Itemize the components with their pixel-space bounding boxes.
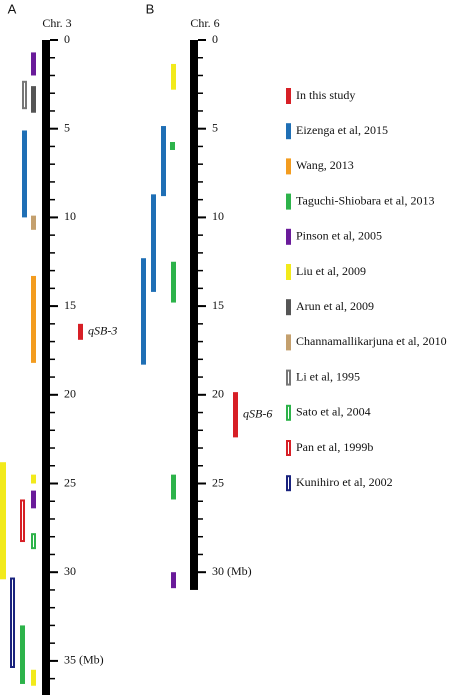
legend-label: Pan et al, 1999b xyxy=(296,440,373,454)
qtl-interval xyxy=(31,86,36,113)
legend-marker xyxy=(286,440,291,456)
legend-label: Channamallikarjuna et al, 2010 xyxy=(296,334,447,348)
legend-label: Arun et al, 2009 xyxy=(296,299,374,313)
panel-letter: A xyxy=(8,1,17,16)
qtl-interval xyxy=(171,474,176,500)
tick-label: 5 xyxy=(212,120,218,134)
legend-label: Taguchi-Shiobara et al, 2013 xyxy=(296,193,434,207)
tick-label: 20 xyxy=(64,387,76,401)
qtl-interval xyxy=(31,490,36,509)
tick-label: 15 xyxy=(64,298,76,312)
tick-label: 15 xyxy=(212,298,224,312)
qtl-interval xyxy=(31,52,36,76)
legend-label: Wang, 2013 xyxy=(296,158,354,172)
chromosome xyxy=(42,40,50,695)
tick-label: 35 (Mb) xyxy=(64,653,104,667)
qtl-interval xyxy=(31,215,36,230)
qtl-interval xyxy=(31,669,36,686)
panel-letter: B xyxy=(146,1,155,16)
chromosome-title: Chr. 3 xyxy=(42,16,71,30)
tick-label: 30 (Mb) xyxy=(212,564,252,578)
qtl-interval xyxy=(171,572,176,589)
legend-marker xyxy=(286,404,291,421)
legend-label: Eizenga et al, 2015 xyxy=(296,123,388,137)
qtl-interval xyxy=(20,625,25,684)
legend-marker xyxy=(286,123,291,140)
chromosome xyxy=(190,40,198,590)
tick-label: 20 xyxy=(212,387,224,401)
tick-label: 0 xyxy=(64,32,70,46)
legend-marker xyxy=(286,264,291,280)
qtl-interval xyxy=(161,126,166,197)
qtl-interval xyxy=(141,258,146,365)
legend-label: Sato et al, 2004 xyxy=(296,405,371,419)
legend-marker xyxy=(286,158,291,175)
qtl-interval xyxy=(31,474,36,484)
qtl-interval xyxy=(78,323,83,340)
legend-marker xyxy=(286,193,291,210)
legend-marker xyxy=(286,228,291,245)
legend-marker xyxy=(286,475,291,492)
qtl-interval xyxy=(151,194,156,292)
tick-label: 25 xyxy=(212,475,224,489)
legend-label: Liu et al, 2009 xyxy=(296,264,366,278)
qtl-interval xyxy=(171,63,176,90)
qtl-interval xyxy=(10,577,15,668)
legend-label: Li et al, 1995 xyxy=(296,369,360,383)
qtl-interval xyxy=(170,142,175,150)
tick-label: 10 xyxy=(212,209,224,223)
legend-marker xyxy=(286,369,291,386)
qtl-interval xyxy=(20,499,25,543)
tick-label: 30 xyxy=(64,564,76,578)
qtl-interval xyxy=(233,392,238,438)
qtl-interval xyxy=(0,462,6,580)
qtl-label: qSB-6 xyxy=(243,407,272,421)
tick-label: 10 xyxy=(64,209,76,223)
chromosome-title: Chr. 6 xyxy=(190,16,219,30)
legend-marker xyxy=(286,334,291,351)
tick-label: 5 xyxy=(64,120,70,134)
legend-label: Pinson et al, 2005 xyxy=(296,229,382,243)
qtl-interval xyxy=(171,261,176,303)
legend-label: In this study xyxy=(296,88,355,102)
qtl-interval xyxy=(22,130,27,218)
legend-marker xyxy=(286,88,291,104)
legend-marker xyxy=(286,299,291,316)
qtl-interval xyxy=(22,80,27,110)
tick-label: 25 xyxy=(64,475,76,489)
tick-label: 0 xyxy=(212,32,218,46)
legend-label: Kunihiro et al, 2002 xyxy=(296,475,393,489)
qtl-interval xyxy=(31,275,36,363)
qtl-interval xyxy=(31,533,36,550)
qtl-label: qSB-3 xyxy=(88,324,117,338)
